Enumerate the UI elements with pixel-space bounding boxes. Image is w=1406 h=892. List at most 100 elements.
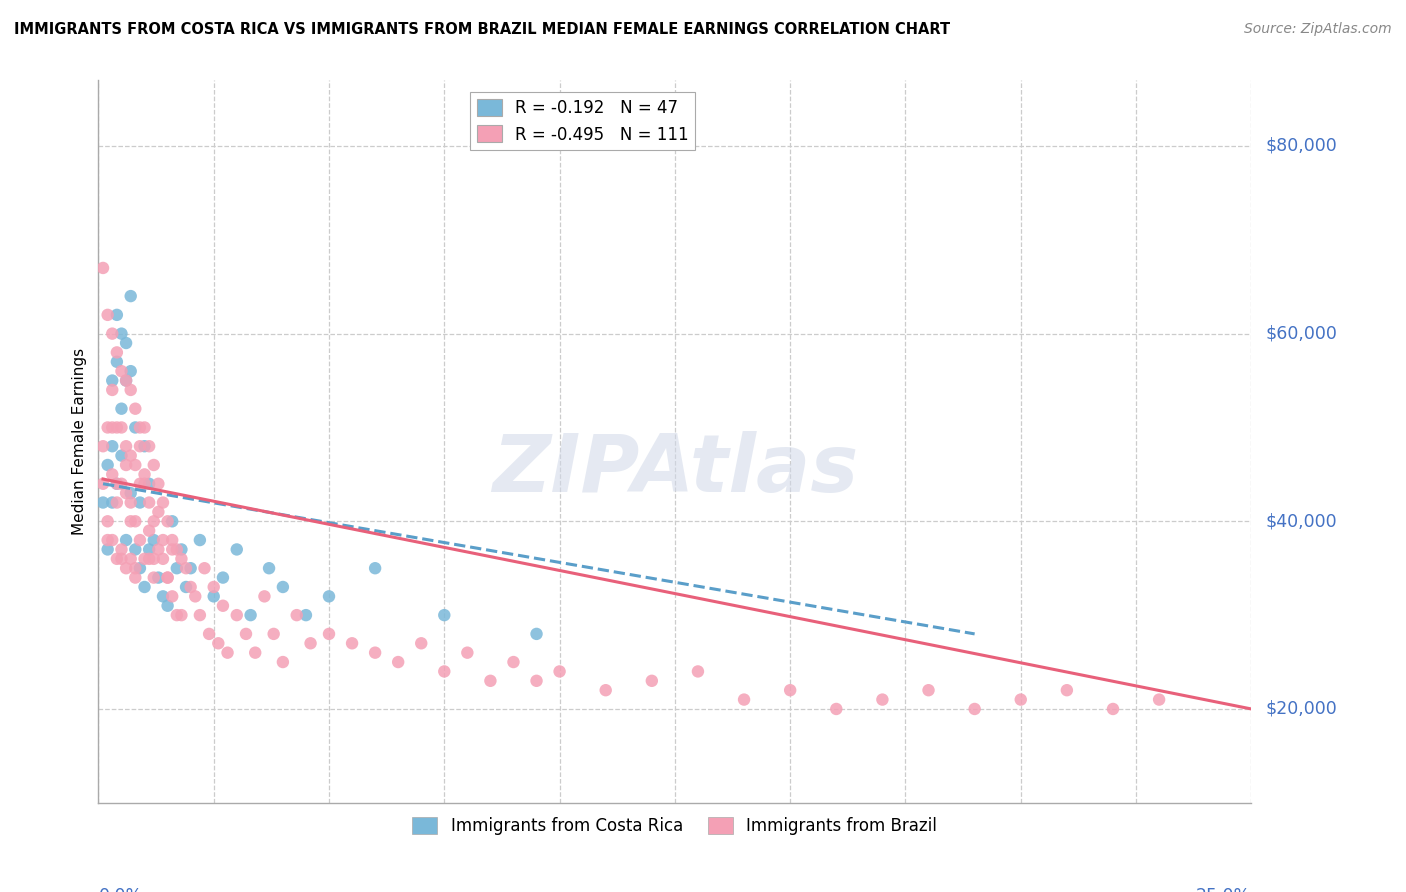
- Point: [387, 655, 409, 669]
- Point: [97, 514, 120, 528]
- Point: [105, 420, 128, 434]
- Point: [129, 420, 152, 434]
- Point: [129, 495, 152, 509]
- Point: [134, 467, 156, 482]
- Point: [184, 590, 207, 604]
- Point: [142, 571, 165, 585]
- Point: [207, 636, 229, 650]
- Y-axis label: Median Female Earnings: Median Female Earnings: [72, 348, 87, 535]
- Point: [138, 495, 160, 509]
- Point: [1147, 692, 1170, 706]
- Point: [115, 533, 138, 547]
- Point: [271, 580, 294, 594]
- Point: [105, 476, 128, 491]
- Point: [479, 673, 502, 688]
- Point: [124, 401, 146, 416]
- Point: [138, 439, 160, 453]
- Point: [253, 590, 276, 604]
- Point: [124, 458, 146, 472]
- Point: [101, 533, 124, 547]
- Point: [917, 683, 939, 698]
- Point: [110, 420, 132, 434]
- Point: [124, 420, 146, 434]
- Point: [110, 401, 132, 416]
- Point: [105, 345, 128, 359]
- Point: [138, 542, 160, 557]
- Point: [124, 571, 146, 585]
- Point: [271, 655, 294, 669]
- Point: [115, 374, 138, 388]
- Point: [105, 308, 128, 322]
- Point: [91, 439, 114, 453]
- Point: [101, 420, 124, 434]
- Point: [285, 608, 308, 623]
- Point: [97, 308, 120, 322]
- Point: [129, 476, 152, 491]
- Point: [245, 646, 267, 660]
- Point: [152, 495, 174, 509]
- Point: [152, 533, 174, 547]
- Point: [97, 420, 120, 434]
- Point: [124, 542, 146, 557]
- Point: [170, 608, 193, 623]
- Point: [134, 580, 156, 594]
- Point: [134, 439, 156, 453]
- Point: [433, 608, 456, 623]
- Point: [160, 542, 183, 557]
- Point: [1102, 702, 1125, 716]
- Point: [225, 542, 247, 557]
- Point: [257, 561, 280, 575]
- Point: [180, 580, 202, 594]
- Point: [263, 627, 285, 641]
- Point: [872, 692, 894, 706]
- Text: IMMIGRANTS FROM COSTA RICA VS IMMIGRANTS FROM BRAZIL MEDIAN FEMALE EARNINGS CORR: IMMIGRANTS FROM COSTA RICA VS IMMIGRANTS…: [14, 22, 950, 37]
- Point: [148, 476, 170, 491]
- Point: [101, 374, 124, 388]
- Point: [115, 561, 138, 575]
- Point: [188, 533, 211, 547]
- Point: [202, 590, 225, 604]
- Point: [124, 514, 146, 528]
- Point: [97, 533, 120, 547]
- Point: [318, 627, 340, 641]
- Point: [115, 374, 138, 388]
- Point: [115, 439, 138, 453]
- Point: [101, 467, 124, 482]
- Point: [963, 702, 986, 716]
- Point: [91, 476, 114, 491]
- Point: [91, 260, 114, 275]
- Text: $60,000: $60,000: [1265, 325, 1337, 343]
- Point: [105, 476, 128, 491]
- Point: [110, 326, 132, 341]
- Text: $20,000: $20,000: [1265, 700, 1337, 718]
- Point: [101, 495, 124, 509]
- Point: [110, 551, 132, 566]
- Point: [364, 561, 387, 575]
- Point: [364, 646, 387, 660]
- Text: 25.0%: 25.0%: [1197, 888, 1251, 892]
- Point: [152, 551, 174, 566]
- Point: [138, 524, 160, 538]
- Point: [115, 458, 138, 472]
- Point: [97, 542, 120, 557]
- Point: [120, 449, 142, 463]
- Point: [152, 590, 174, 604]
- Point: [120, 495, 142, 509]
- Point: [641, 673, 664, 688]
- Point: [115, 486, 138, 500]
- Point: [142, 533, 165, 547]
- Legend: Immigrants from Costa Rica, Immigrants from Brazil: Immigrants from Costa Rica, Immigrants f…: [406, 810, 943, 841]
- Point: [134, 420, 156, 434]
- Point: [148, 505, 170, 519]
- Text: ZIPAtlas: ZIPAtlas: [492, 432, 858, 509]
- Point: [526, 673, 548, 688]
- Point: [686, 665, 709, 679]
- Point: [110, 542, 132, 557]
- Point: [239, 608, 262, 623]
- Point: [217, 646, 239, 660]
- Point: [202, 580, 225, 594]
- Point: [1010, 692, 1032, 706]
- Point: [411, 636, 433, 650]
- Point: [193, 561, 215, 575]
- Point: [110, 476, 132, 491]
